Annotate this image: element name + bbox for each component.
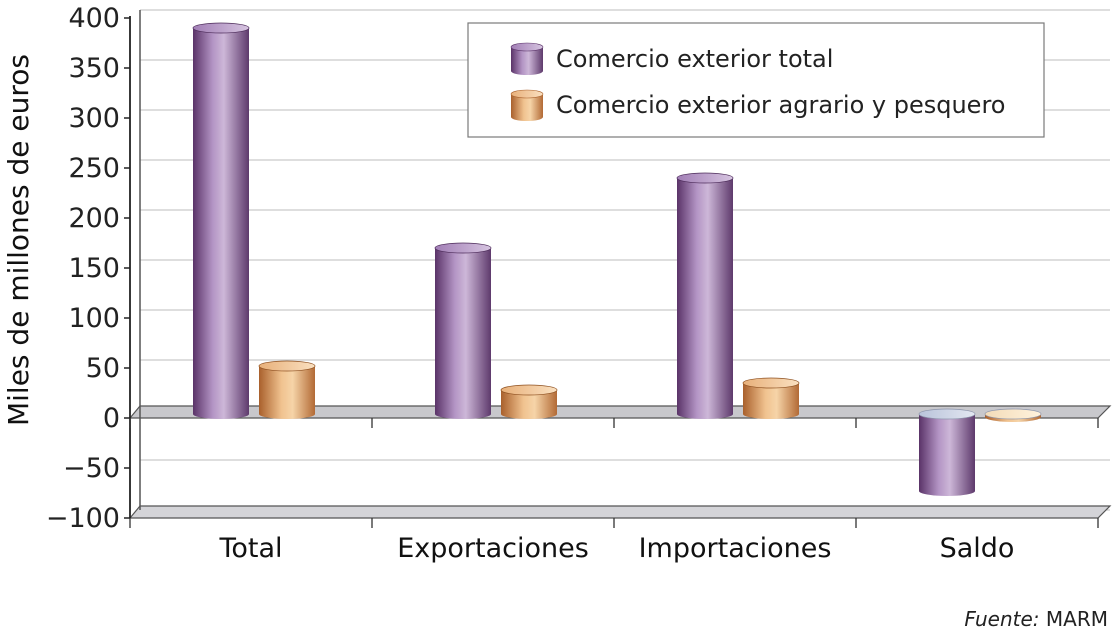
x-tick-label: Exportaciones [397,533,589,564]
y-tick-label: 400 [68,3,120,34]
bar [258,360,316,419]
legend: Comercio exterior total Comercio exterio… [467,22,1045,138]
legend-swatch-agrario [510,89,544,121]
y-tick-label: 350 [68,53,120,84]
bar [434,242,492,419]
y-tick-label: 300 [68,103,120,134]
zero-floor [128,405,1112,519]
legend-box [467,22,1045,138]
bar [500,384,558,419]
bar [742,377,800,419]
source-note: Fuente: MARM [964,607,1108,631]
bar [192,22,250,419]
y-tick-label: 50 [86,353,120,384]
y-tick-label: −100 [46,503,120,534]
y-tick-label: −50 [63,453,120,484]
axis-labels: 400 350 300 250 200 150 100 50 0 −50 −100 Total Expo… [46,3,1015,564]
axes [124,10,1099,528]
x-tick-label: Total [218,533,282,564]
x-tick-label: Importaciones [639,533,832,564]
source-text: MARM [1045,607,1108,631]
y-tick-label: 150 [68,253,120,284]
y-tick-label: 0 [103,403,120,434]
bars [192,22,1042,496]
bar [984,408,1042,422]
x-tick-label: Saldo [940,533,1015,564]
source-prefix: Fuente: [964,607,1040,631]
bar [918,408,976,496]
y-tick-label: 200 [68,203,120,234]
bar [676,172,734,419]
legend-label-agrario: Comercio exterior agrario y pesquero [556,91,1005,119]
bottom-plane [128,505,1112,519]
legend-swatch-total [510,42,544,75]
y-tick-label: 250 [68,153,120,184]
y-tick-label: 100 [68,303,120,334]
y-axis-label: Miles de millones de euros [2,54,35,426]
legend-label-total: Comercio exterior total [556,45,833,73]
